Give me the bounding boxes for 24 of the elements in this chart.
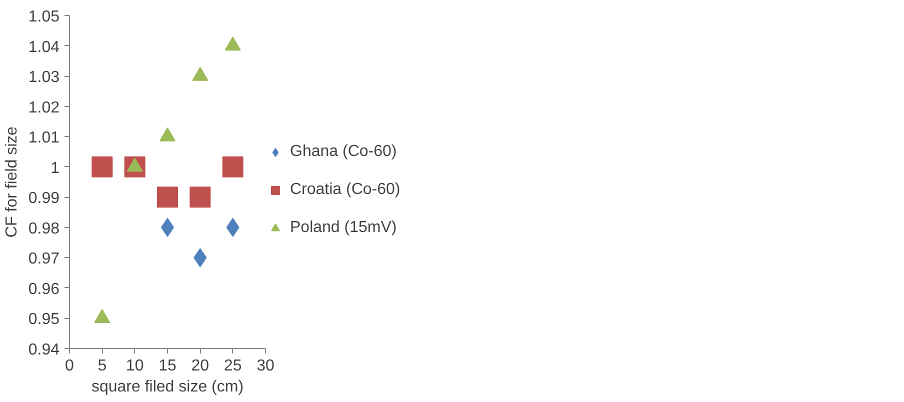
y-axis-title: CF for field size xyxy=(3,126,20,238)
y-tick-label: 1.03 xyxy=(28,69,60,86)
y-tick-label: 0.95 xyxy=(28,311,60,328)
x-tick-label: 10 xyxy=(126,358,144,374)
legend-label: Ghana (Co-60) xyxy=(290,143,397,161)
y-tick-label: 0.99 xyxy=(28,190,60,208)
y-tick-label: 0.97 xyxy=(28,250,60,268)
x-tick-label: 0 xyxy=(65,358,74,374)
y-tick-label: 1 xyxy=(50,160,60,177)
legend-label: Poland (15mV) xyxy=(290,219,397,237)
y-tick-label: 1.04 xyxy=(28,38,60,56)
x-tick-label: 20 xyxy=(191,358,210,374)
x-tick-label: 25 xyxy=(224,358,242,374)
y-tick-label: 1.05 xyxy=(28,8,60,26)
y-tick-label: 0.96 xyxy=(28,280,60,298)
x-tick-label: 5 xyxy=(98,358,107,374)
legend-label: Croatia (Co-60) xyxy=(290,181,400,199)
y-tick-label: 0.98 xyxy=(28,220,60,238)
x-axis-title: square filed size (cm) xyxy=(91,378,244,396)
y-tick-label: 1.01 xyxy=(28,130,60,147)
y-tick-label: 1.02 xyxy=(28,99,60,116)
x-tick-label: 15 xyxy=(158,358,176,374)
y-tick-label: 0.94 xyxy=(28,342,60,358)
x-tick-label: 30 xyxy=(256,358,274,374)
